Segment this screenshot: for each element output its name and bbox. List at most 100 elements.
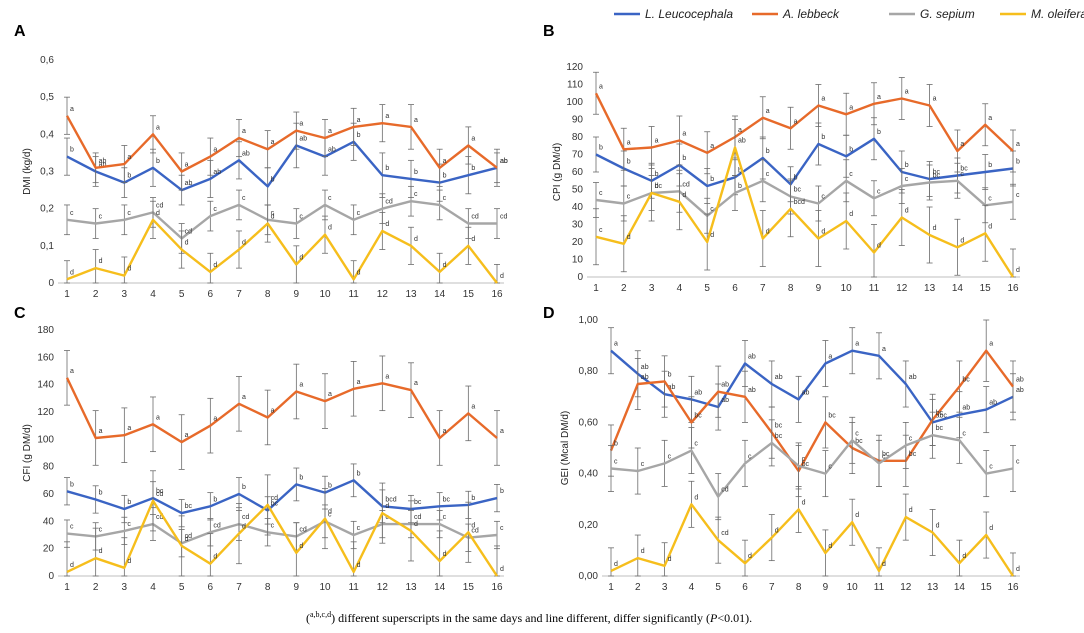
x-tick-label: 3 (122, 289, 128, 300)
significance-label: cd (185, 533, 193, 540)
x-tick-label: 5 (179, 289, 185, 300)
significance-label: c (766, 171, 770, 178)
x-tick-label: 15 (980, 283, 992, 294)
significance-label: c (242, 195, 246, 202)
significance-label: bc (775, 423, 783, 430)
y-tick-label: 0,3 (40, 167, 54, 178)
series: b b b bc bc b b bc b b b bcd bc bc b b (64, 463, 504, 528)
x-tick-label: 9 (816, 283, 822, 294)
significance-label: a (682, 131, 686, 138)
significance-label: a (242, 128, 246, 135)
x-tick-label: 12 (377, 289, 389, 300)
chart-panel-A: A00,10,20,30,40,50,61 2 3 4 5 6 7 8 9 10 11 12 13 14 1… (14, 23, 508, 300)
significance-label: b (821, 134, 825, 141)
series-line (66, 499, 499, 577)
x-tick-label: 7 (236, 582, 242, 593)
significance-label: d (710, 232, 714, 239)
footnote-superscript: a,b,c,d (310, 610, 331, 619)
significance-label: d (909, 507, 913, 514)
significance-label: d (668, 556, 672, 563)
significance-label: d (821, 229, 825, 236)
significance-label: d (627, 234, 631, 241)
x-tick-label: 4 (150, 289, 156, 300)
significance-label: a (614, 341, 618, 348)
x-tick-label: 10 (841, 283, 853, 294)
significance-label: cd (385, 199, 393, 206)
significance-label: b (271, 176, 275, 183)
significance-label: d (328, 509, 332, 516)
significance-label: d (802, 499, 806, 506)
x-tick-label: 1 (64, 582, 70, 593)
series-line (610, 503, 1015, 577)
significance-label: d (299, 254, 303, 261)
significance-label: a (599, 83, 603, 90)
x-tick-label: 6 (732, 283, 738, 294)
significance-label: d (694, 494, 698, 501)
significance-label: ab (694, 389, 702, 396)
significance-label: b (655, 171, 659, 178)
significance-label: c (70, 524, 74, 531)
y-tick-label: 120 (566, 62, 583, 73)
significance-label: a (213, 147, 217, 154)
x-tick-label: 10 (319, 582, 331, 593)
significance-label: b (1016, 159, 1020, 166)
significance-label: a (299, 121, 303, 128)
significance-label: a (710, 143, 714, 150)
series-line (595, 146, 1015, 278)
significance-label: d (471, 522, 475, 529)
significance-label: a (738, 127, 742, 134)
significance-label: a (127, 154, 131, 161)
significance-label: c (443, 195, 447, 202)
x-tick-label: 12 (896, 283, 908, 294)
significance-label: ab (213, 169, 221, 176)
significance-label: b (710, 176, 714, 183)
significance-label: d (882, 561, 886, 568)
significance-label: c (599, 227, 603, 234)
y-axis-label: DMI (kg/d) (22, 148, 33, 195)
significance-label: ab (721, 397, 729, 404)
y-tick-label: 1,00 (579, 315, 599, 326)
y-axis-label: CPI (g DM/d) (552, 143, 563, 201)
significance-label: c (70, 210, 74, 217)
significance-label: ab (328, 147, 336, 154)
x-tick-label: 16 (1007, 582, 1019, 593)
series-line (66, 199, 497, 240)
significance-label: ab (989, 400, 997, 407)
significance-label: cd (500, 214, 508, 221)
significance-label: b (766, 148, 770, 155)
significance-label: d (1016, 267, 1020, 274)
legend: L. Leucocephala A. lebbeck G. sepium M. ole… (614, 7, 1084, 21)
y-tick-label: 110 (567, 80, 583, 91)
significance-label: d (242, 524, 246, 531)
significance-label: d (185, 536, 189, 543)
significance-label: a (213, 416, 217, 423)
y-tick-label: 90 (572, 115, 584, 126)
x-tick-label: 13 (927, 582, 939, 593)
significance-label: a (271, 407, 275, 414)
significance-label: ab (909, 374, 917, 381)
significance-label: d (766, 229, 770, 236)
x-tick-label: 14 (434, 582, 446, 593)
significance-label: ab (721, 382, 729, 389)
significance-label: d (962, 553, 966, 560)
significance-label: d (414, 521, 418, 528)
x-tick-label: 9 (294, 289, 300, 300)
significance-label: d (242, 240, 246, 247)
significance-label: a (99, 428, 103, 435)
significance-label: c (905, 176, 909, 183)
x-tick-label: 2 (93, 289, 99, 300)
significance-label: bc (933, 169, 941, 176)
significance-label: d (905, 208, 909, 215)
panel-letter: D (543, 305, 555, 322)
significance-label: c (299, 214, 303, 221)
significance-label: a (855, 341, 859, 348)
x-tick-label: 7 (760, 283, 766, 294)
significance-label: b (156, 158, 160, 165)
significance-label: b (127, 499, 131, 506)
significance-label: ab (748, 387, 756, 394)
significance-label: cd (471, 528, 479, 535)
x-tick-label: 14 (954, 582, 966, 593)
y-tick-label: 60 (572, 167, 584, 178)
significance-label: bc (855, 438, 863, 445)
